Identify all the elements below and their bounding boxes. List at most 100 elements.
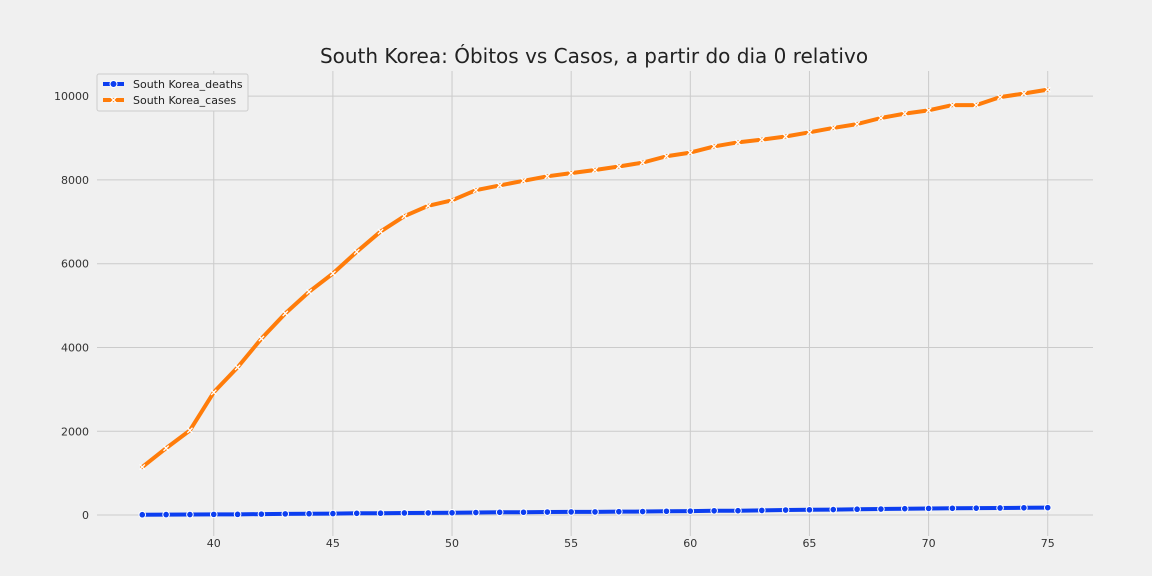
data-point: [1044, 86, 1051, 93]
legend-label-cases: South Korea_cases: [133, 94, 236, 107]
data-point: [568, 170, 575, 177]
data-point: [901, 110, 908, 117]
series-lines: [138, 86, 1052, 519]
data-point: [781, 506, 790, 514]
data-point: [376, 509, 385, 518]
data-point: [472, 508, 480, 517]
data-point: [495, 508, 504, 517]
data-point: [209, 510, 218, 519]
data-point: [352, 509, 361, 518]
data-point: [877, 114, 884, 122]
tick-labels: 40 45 50 55 60 65 70 75 0 2000 4000 6000 8000 10000: [54, 90, 1055, 550]
data-point: [687, 149, 694, 156]
data-point: [782, 133, 789, 140]
data-point: [400, 509, 409, 517]
data-point: [829, 505, 838, 514]
data-point: [591, 166, 599, 174]
data-point: [186, 510, 194, 519]
x-tick-label: 75: [1041, 537, 1055, 550]
data-point: [638, 507, 647, 516]
data-point: [854, 121, 861, 128]
data-point: [734, 506, 742, 515]
data-point: [519, 508, 528, 517]
y-tick-label: 0: [82, 509, 89, 522]
data-point: [233, 510, 242, 519]
data-point: [425, 202, 432, 209]
data-point: [757, 506, 766, 515]
data-point: [305, 509, 313, 518]
data-point: [806, 129, 813, 136]
data-point: [210, 389, 217, 396]
data-point: [591, 508, 599, 516]
data-point: [686, 507, 695, 515]
legend-box: [96, 73, 249, 112]
data-point: [257, 510, 266, 518]
data-point: [1043, 503, 1052, 512]
y-tick-label: 6000: [61, 258, 89, 271]
data-point: [472, 187, 479, 194]
data-point: [925, 107, 932, 114]
data-point: [663, 153, 670, 160]
data-point: [973, 102, 980, 109]
data-point: [543, 508, 552, 516]
data-point: [567, 508, 575, 516]
y-tick-label: 2000: [61, 425, 89, 438]
y-tick-label: 8000: [61, 174, 89, 187]
data-point: [329, 509, 337, 518]
data-point: [615, 163, 622, 170]
data-point: [329, 270, 336, 277]
data-point: [948, 504, 957, 513]
data-point: [711, 143, 718, 150]
data-point: [234, 364, 241, 371]
legend-marker-deaths: [109, 80, 118, 88]
data-point: [282, 310, 289, 317]
data-point: [1020, 503, 1028, 512]
data-point: [281, 510, 290, 518]
y-tick-label: 4000: [61, 341, 89, 354]
data-point: [306, 288, 313, 295]
data-point: [496, 182, 503, 189]
legend: South Korea_deaths South Korea_cases: [96, 73, 249, 112]
data-point: [949, 102, 956, 109]
data-point: [138, 510, 147, 519]
data-point: [544, 173, 551, 180]
data-point: [758, 136, 765, 143]
data-point: [377, 228, 384, 235]
data-point: [520, 177, 527, 184]
legend-label-deaths: South Korea_deaths: [133, 78, 243, 91]
x-tick-label: 50: [445, 537, 459, 550]
data-point: [448, 508, 456, 517]
data-point: [139, 463, 146, 471]
data-point: [877, 505, 885, 513]
data-point: [353, 248, 360, 255]
data-point: [615, 507, 623, 516]
data-point: [997, 94, 1004, 101]
data-point: [424, 509, 433, 517]
data-point: [830, 124, 837, 131]
data-point: [162, 510, 170, 519]
data-point: [996, 504, 1004, 512]
data-point: [853, 505, 861, 514]
data-point: [900, 504, 909, 513]
x-tick-label: 70: [922, 537, 936, 550]
chart-title: South Korea: Óbitos vs Casos, a partir d…: [320, 44, 868, 68]
x-tick-label: 40: [207, 537, 221, 550]
x-tick-label: 45: [326, 537, 340, 550]
data-point: [972, 504, 981, 512]
data-point: [662, 507, 671, 516]
data-point: [186, 427, 193, 434]
data-point: [734, 139, 742, 146]
data-point: [1020, 90, 1027, 97]
x-tick-label: 60: [683, 537, 697, 550]
x-tick-label: 55: [564, 537, 578, 550]
data-point: [448, 197, 456, 204]
data-point: [401, 213, 408, 220]
x-tick-label: 65: [802, 537, 816, 550]
data-point: [163, 445, 170, 452]
data-point: [710, 506, 718, 515]
legend-marker-cases: [110, 96, 117, 104]
data-point: [805, 505, 814, 514]
y-tick-label: 10000: [54, 90, 89, 103]
data-point: [924, 504, 933, 513]
